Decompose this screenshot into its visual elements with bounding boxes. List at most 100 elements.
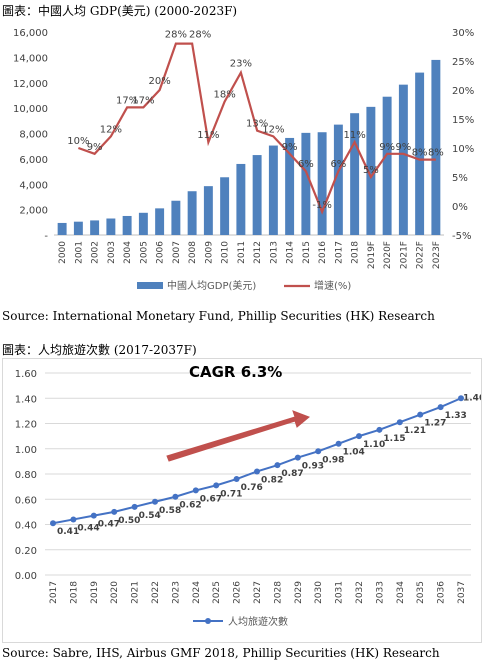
travel-chart-panel: 0.00 0.20 0.40 0.60 0.80 1.00 1.20 1.40 1.60 2017… (2, 358, 484, 643)
y-left-tick-label: 12,000 (13, 79, 48, 90)
travel-data-label: 0.44 (77, 523, 99, 533)
travel-data-label: 0.47 (98, 520, 120, 530)
x-tick-label: 2021 (131, 581, 141, 604)
growth-data-label: -1% (312, 200, 331, 211)
growth-data-label: 23% (230, 59, 252, 70)
gdp-bar (268, 145, 278, 235)
x-tick-label: 2020F (383, 241, 393, 269)
y-left-tick-label: 16,000 (13, 28, 48, 39)
growth-data-label: 9% (379, 142, 395, 153)
y-tick-label: 0.00 (15, 571, 37, 582)
y-right-tick-label: 0% (452, 202, 468, 213)
gdp-bar (138, 212, 148, 235)
y-left-tick-label: 4,000 (19, 180, 48, 191)
growth-data-label: 13% (246, 119, 268, 130)
growth-data-label: 18% (214, 90, 236, 101)
travel-point (315, 448, 322, 455)
y-right-tick-label: -5% (452, 231, 471, 242)
growth-data-label: 11% (344, 130, 366, 141)
x-tick-label: 2010 (221, 241, 231, 264)
gdp-bar (155, 208, 165, 235)
travel-data-label: 0.87 (281, 469, 303, 479)
y-right-tick-label: 15% (452, 115, 474, 126)
travel-data-label: 0.54 (139, 511, 161, 521)
travel-data-label: 0.82 (261, 475, 283, 485)
gdp-bar (73, 221, 83, 235)
gdp-bar (285, 137, 295, 235)
travel-point (417, 411, 424, 418)
travel-point (192, 487, 199, 494)
travel-point (254, 468, 260, 475)
travel-data-label: 0.67 (200, 494, 222, 504)
travel-data-label: 0.50 (118, 516, 140, 526)
y-left-tick-label: 6,000 (19, 155, 48, 166)
x-tick-label: 2011 (237, 241, 247, 264)
travel-point (213, 482, 220, 489)
y-tick-label: 0.40 (15, 521, 37, 532)
gdp-bar (57, 222, 67, 235)
travel-data-label: 1.33 (445, 411, 467, 421)
gdp-chart-panel: - 2,000 4,000 6,000 8,000 10,000 12,000 14,000 1… (2, 20, 482, 305)
x-tick-label: 2005 (139, 241, 149, 264)
x-tick-label: 2016 (318, 241, 328, 264)
travel-point (437, 404, 444, 411)
x-tick-label: 2027 (253, 581, 263, 604)
growth-data-label: 11% (197, 130, 219, 141)
growth-data-label: 6% (330, 159, 346, 170)
y-tick-label: 1.00 (15, 445, 37, 456)
gdp-bar (382, 96, 392, 235)
gdp-bar (106, 218, 116, 235)
travel-data-label: 1.10 (363, 440, 385, 450)
gdp-bar (415, 72, 425, 235)
y-left-tick-label: 10,000 (13, 104, 48, 115)
travel-chart: 0.00 0.20 0.40 0.60 0.80 1.00 1.20 1.40 1.60 2017… (15, 363, 484, 628)
x-tick-label: 2023F (432, 241, 442, 269)
growth-data-label: 12% (262, 124, 284, 135)
gdp-bar (301, 132, 311, 235)
gdp-bar (333, 124, 343, 235)
growth-data-label: 9% (282, 142, 298, 153)
x-tick-label: 2020 (110, 581, 120, 604)
gdp-bar (398, 84, 408, 235)
y-tick-label: 0.60 (15, 495, 37, 506)
travel-point (335, 440, 342, 447)
travel-data-label: 0.58 (159, 506, 181, 516)
travel-data-label: 1.15 (383, 434, 405, 444)
travel-point (131, 503, 138, 510)
gdp-bar (171, 200, 181, 235)
chart2-source: Source: Sabre, IHS, Airbus GMF 2018, Phi… (2, 646, 440, 660)
y-left-tick-label: 8,000 (19, 130, 48, 141)
legend-label-travel: 人均旅遊次數 (228, 615, 288, 628)
x-tick-label: 2019F (367, 241, 377, 269)
x-tick-label: 2021F (399, 241, 409, 269)
gdp-bar (220, 177, 230, 235)
travel-line (52, 397, 462, 525)
growth-data-label: 5% (363, 165, 379, 176)
travel-point (396, 419, 403, 426)
y-tick-label: 0.80 (15, 470, 37, 481)
chart2-title: 圖表：人均旅遊次數 (2017-2037F) (2, 343, 197, 357)
x-tick-label: 2017 (49, 581, 59, 604)
growth-data-label: 9% (395, 142, 411, 153)
x-tick-label: 2036 (437, 581, 447, 604)
travel-data-label: 0.62 (179, 501, 201, 511)
y-tick-label: 1.20 (15, 420, 37, 431)
y-tick-label: 0.20 (15, 546, 37, 557)
gdp-bar (252, 155, 262, 235)
x-tick-label: 2014 (286, 241, 296, 264)
gdp-bar (431, 59, 441, 235)
gdp-bar (203, 186, 213, 235)
x-tick-label: 2035 (416, 581, 426, 604)
gdp-bar (366, 106, 376, 235)
gdp-chart: - 2,000 4,000 6,000 8,000 10,000 12,000 14,000 1… (13, 28, 474, 292)
x-tick-label: 2007 (172, 241, 182, 264)
x-tick-label: 2018 (69, 581, 79, 604)
cagr-annotation: CAGR 6.3% (189, 363, 282, 381)
x-tick-label: 2022 (151, 581, 161, 604)
cagr-arrow (166, 410, 310, 462)
chart1-title: 圖表：中國人均 GDP(美元) (2000-2023F) (2, 4, 238, 18)
chart1-source: Source: International Monetary Fund, Phi… (2, 309, 435, 323)
x-tick-label: 2024 (192, 581, 202, 604)
travel-data-label: 0.93 (302, 462, 324, 472)
y-left-tick-label: 2,000 (19, 206, 48, 217)
